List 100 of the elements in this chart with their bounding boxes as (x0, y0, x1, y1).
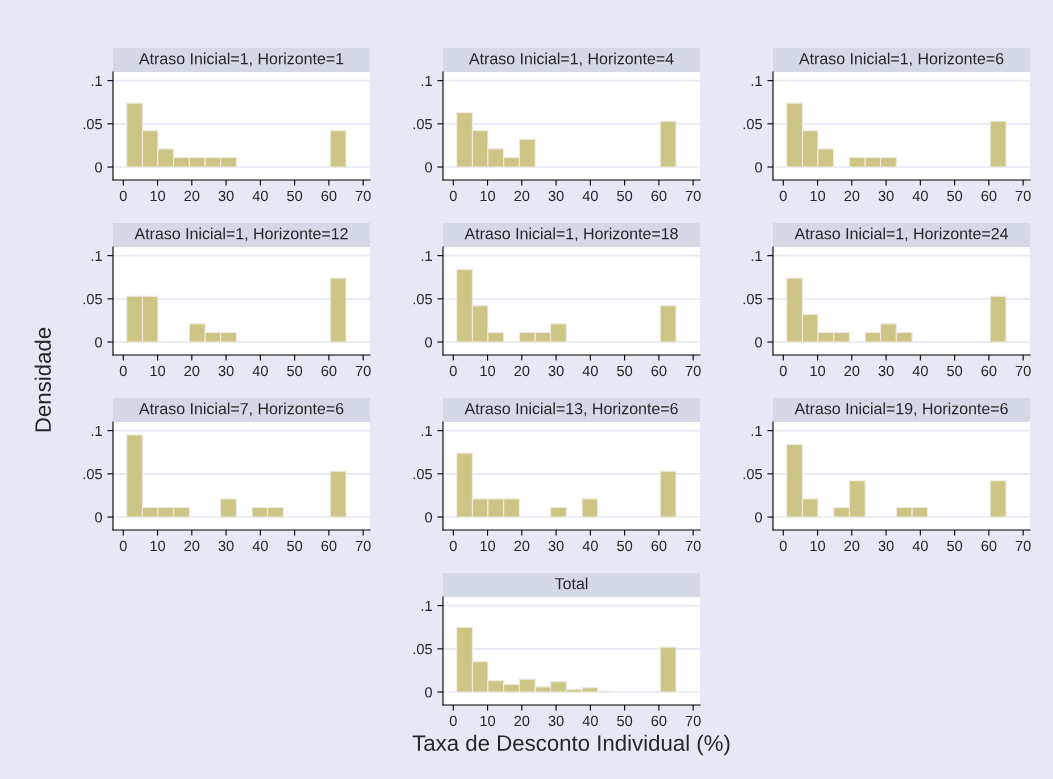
x-tick-label: 20 (514, 365, 530, 377)
x-tick-label: 50 (617, 540, 633, 552)
x-tick-label: 20 (184, 365, 200, 377)
x-tick-label: 60 (651, 190, 667, 202)
x-tick-label: 40 (912, 190, 928, 202)
x-tick-label: 10 (810, 190, 826, 202)
y-axis-title: Densidade (34, 327, 51, 432)
x-tick-label: 20 (184, 190, 200, 202)
y-tick-label: .05 (413, 118, 432, 130)
x-tick-label: 40 (252, 540, 268, 552)
y-tick-label: .1 (751, 250, 762, 261)
x-tick-label: 40 (582, 365, 598, 377)
chart-title: Total (554, 577, 588, 590)
x-tick-label: 20 (514, 190, 530, 202)
x-tick-label: 70 (685, 540, 701, 552)
x-tick-label: 70 (355, 540, 371, 552)
x-tick-label: 70 (1015, 365, 1031, 377)
y-tick-label: 0 (425, 512, 433, 523)
x-tick-label: 60 (981, 190, 997, 202)
y-tick-label: .05 (413, 643, 432, 655)
x-tick-label: 0 (449, 540, 457, 552)
x-tick-label: 50 (617, 190, 633, 202)
x-tick-label: 10 (810, 540, 826, 552)
x-tick-label: 50 (287, 540, 303, 552)
y-tick-label: 0 (95, 512, 103, 523)
x-tick-label: 50 (287, 365, 303, 377)
y-tick-label: 0 (425, 162, 433, 173)
x-tick-label: 30 (218, 365, 234, 377)
chart-title: Atraso Inicial=1, Horizonte=12 (134, 227, 348, 242)
x-tick-label: 0 (449, 190, 457, 202)
y-tick-label: 0 (755, 162, 763, 173)
x-tick-label: 30 (218, 540, 234, 552)
y-tick-label: .05 (83, 293, 102, 305)
y-tick-label: .1 (421, 425, 432, 436)
y-tick-label: .05 (83, 118, 102, 130)
x-tick-label: 0 (779, 540, 787, 552)
x-tick-label: 10 (480, 365, 496, 377)
y-tick-label: 0 (755, 337, 763, 348)
x-tick-label: 50 (947, 190, 963, 202)
x-tick-label: 0 (119, 540, 127, 552)
chart-title: Atraso Inicial=7, Horizonte=6 (138, 402, 344, 417)
x-tick-label: 0 (779, 365, 787, 377)
x-tick-label: 50 (947, 365, 963, 377)
x-tick-label: 40 (582, 190, 598, 202)
y-tick-label: 0 (425, 687, 433, 698)
x-tick-label: 10 (150, 540, 166, 552)
y-tick-label: .05 (743, 118, 762, 130)
x-tick-label: 70 (1015, 190, 1031, 202)
x-tick-label: 30 (878, 190, 894, 202)
x-tick-label: 10 (480, 540, 496, 552)
x-tick-label: 50 (947, 540, 963, 552)
x-tick-label: 50 (617, 365, 633, 377)
x-tick-label: 70 (1015, 540, 1031, 552)
x-tick-label: 70 (355, 190, 371, 202)
y-tick-label: .1 (751, 75, 762, 86)
x-tick-label: 60 (651, 715, 667, 727)
x-tick-label: 60 (321, 365, 337, 377)
x-tick-label: 20 (514, 540, 530, 552)
x-tick-label: 20 (844, 365, 860, 377)
x-tick-label: 30 (218, 190, 234, 202)
chart-title: Atraso Inicial=1, Horizonte=24 (794, 227, 1009, 242)
x-tick-label: 60 (981, 540, 997, 552)
x-tick-label: 20 (844, 190, 860, 202)
x-tick-label: 40 (582, 715, 598, 727)
x-tick-label: 70 (685, 715, 701, 727)
y-tick-label: .05 (413, 293, 432, 305)
y-tick-label: .05 (83, 468, 102, 480)
y-tick-label: 0 (755, 512, 763, 523)
chart-title: Atraso Inicial=19, Horizonte=6 (794, 402, 1008, 417)
y-tick-label: .05 (413, 468, 432, 480)
y-tick-label: 0 (95, 162, 103, 173)
x-tick-label: 60 (651, 365, 667, 377)
chart-title: Atraso Inicial=1, Horizonte=6 (798, 52, 1004, 67)
y-tick-label: .05 (743, 468, 762, 480)
x-tick-label: 10 (150, 190, 166, 202)
x-tick-label: 0 (119, 365, 127, 377)
x-tick-label: 40 (252, 365, 268, 377)
x-tick-label: 40 (912, 540, 928, 552)
x-tick-label: 0 (119, 190, 127, 202)
chart-title: Atraso Inicial=1, Horizonte=18 (464, 227, 678, 242)
x-tick-label: 10 (480, 715, 496, 727)
x-tick-label: 30 (878, 365, 894, 377)
y-tick-label: .1 (421, 600, 432, 611)
y-tick-label: .1 (91, 425, 102, 436)
x-tick-label: 70 (685, 365, 701, 377)
x-tick-label: 10 (480, 190, 496, 202)
x-tick-label: 60 (321, 190, 337, 202)
x-tick-label: 10 (810, 365, 826, 377)
x-tick-label: 70 (355, 365, 371, 377)
x-tick-label: 30 (548, 190, 564, 202)
x-tick-label: 10 (150, 365, 166, 377)
x-tick-label: 0 (449, 715, 457, 727)
x-tick-label: 70 (685, 190, 701, 202)
chart-title: Atraso Inicial=1, Horizonte=4 (468, 52, 674, 67)
x-tick-label: 40 (582, 540, 598, 552)
y-tick-label: 0 (95, 337, 103, 348)
x-tick-label: 20 (844, 540, 860, 552)
x-axis-title: Taxa de Desconto Individual (%) (412, 734, 730, 756)
x-tick-label: 0 (779, 190, 787, 202)
y-tick-label: .05 (743, 293, 762, 305)
